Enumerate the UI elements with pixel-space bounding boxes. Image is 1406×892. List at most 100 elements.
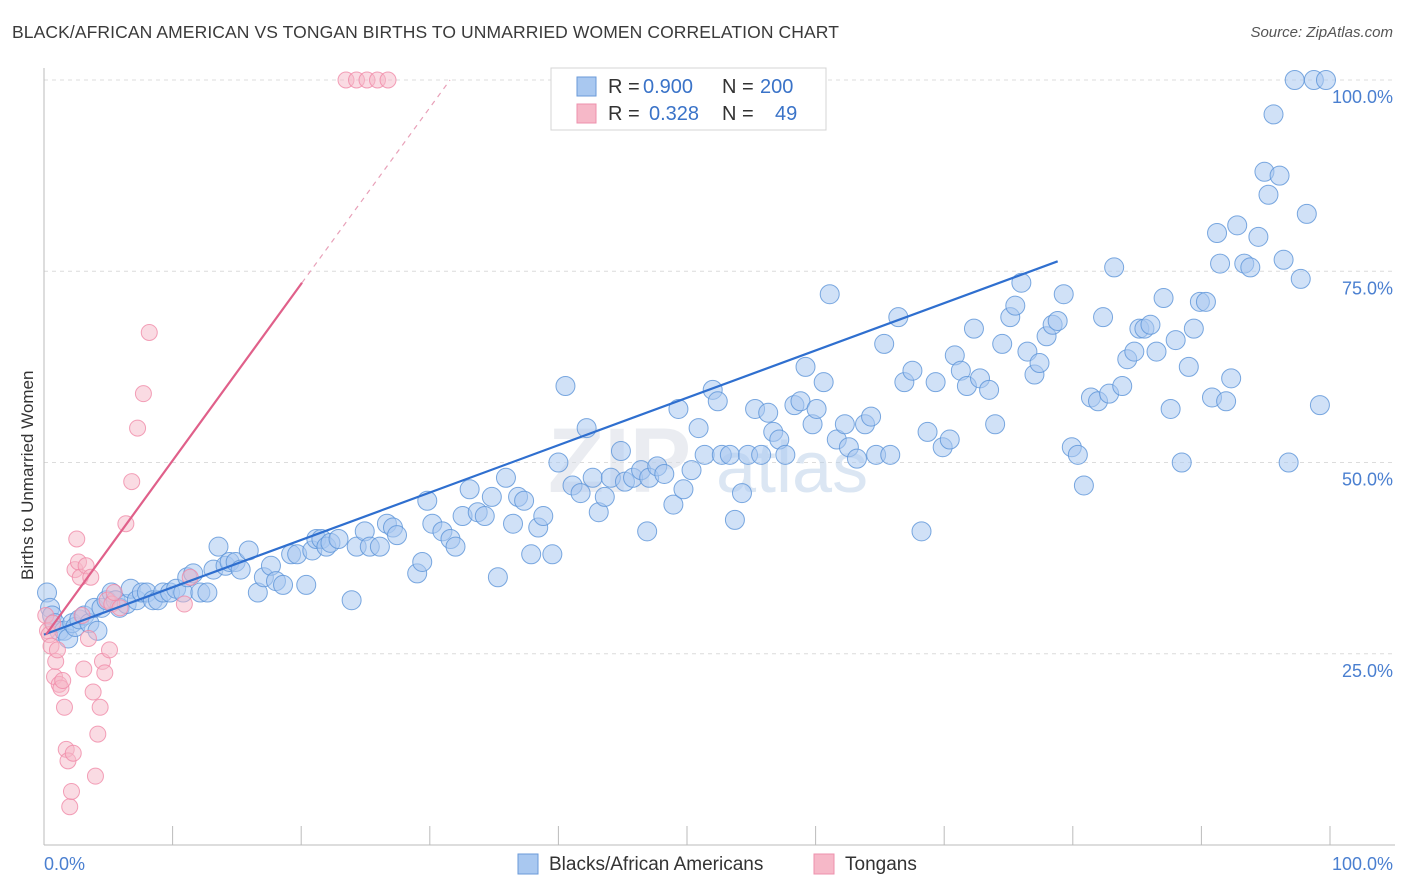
point-blacks (1146, 341, 1167, 362)
point-tongans (68, 530, 86, 548)
point-blacks (1216, 391, 1237, 412)
point-blacks (1053, 284, 1074, 305)
y-tick-label: 75.0% (1342, 278, 1393, 298)
legend-n-value: 49 (775, 103, 797, 125)
point-blacks (445, 536, 466, 557)
point-blacks (542, 544, 563, 565)
point-blacks (681, 460, 702, 481)
point-blacks (1210, 253, 1231, 274)
point-blacks (673, 479, 694, 500)
point-blacks (208, 536, 229, 557)
trendline-blacks (43, 260, 1059, 636)
point-tongans (134, 385, 152, 403)
point-tongans (140, 323, 158, 341)
x-tick-labels: 0.0% 100.0% (44, 854, 1393, 874)
point-blacks (758, 402, 779, 423)
point-blacks (917, 421, 938, 442)
point-blacks (1160, 398, 1181, 419)
point-blacks (1005, 295, 1026, 316)
x-tick-label: 100.0% (1332, 854, 1393, 874)
point-blacks (992, 333, 1013, 354)
point-tongans (96, 664, 114, 682)
point-tongans (54, 672, 72, 690)
legend-label-tongans: Tongans (845, 854, 917, 875)
point-tongans (64, 744, 82, 762)
point-blacks (570, 483, 591, 504)
point-blacks (1195, 291, 1216, 312)
point-blacks (1315, 70, 1336, 90)
y-tick-label: 25.0% (1342, 661, 1393, 681)
point-blacks (819, 284, 840, 305)
legend-n-label: N = (722, 76, 754, 98)
point-blacks (834, 414, 855, 435)
point-blacks (1029, 353, 1050, 374)
point-blacks (985, 414, 1006, 435)
point-blacks (1171, 452, 1192, 473)
point-blacks (273, 574, 294, 595)
point-tongans (129, 419, 147, 437)
point-blacks (594, 486, 615, 507)
legend-swatch-pink (813, 853, 835, 875)
point-tongans (75, 660, 93, 678)
legend-swatch-blue (517, 853, 539, 875)
point-tongans (82, 568, 100, 586)
point-blacks (775, 444, 796, 465)
point-blacks (412, 551, 433, 572)
point-blacks (707, 391, 728, 412)
point-blacks (1073, 475, 1094, 496)
point-blacks (795, 356, 816, 377)
point-blacks (654, 463, 675, 484)
point-blacks (1011, 272, 1032, 293)
point-tongans (111, 599, 129, 617)
point-blacks (474, 506, 495, 527)
legend-n-value: 200 (760, 76, 793, 98)
point-tongans (91, 698, 109, 716)
point-blacks (902, 360, 923, 381)
point-blacks (939, 429, 960, 450)
point-blacks (582, 467, 603, 488)
point-blacks (459, 479, 480, 500)
point-blacks (911, 521, 932, 542)
x-tick-label: 0.0% (44, 854, 85, 874)
legend-box (550, 67, 827, 131)
point-blacks (813, 372, 834, 393)
point-tongans (79, 629, 97, 647)
point-blacks (790, 391, 811, 412)
point-blacks (806, 398, 827, 419)
point-blacks (481, 486, 502, 507)
point-tongans (175, 595, 193, 613)
point-blacks (1067, 444, 1088, 465)
point-blacks (663, 494, 684, 515)
point-blacks (1183, 318, 1204, 339)
series-blacks-points (37, 70, 1336, 649)
point-blacks (197, 582, 218, 603)
point-tongans (62, 782, 80, 800)
point-blacks (1124, 341, 1145, 362)
point-tongans (105, 584, 123, 602)
point-blacks (688, 418, 709, 439)
point-blacks (1104, 257, 1125, 278)
point-blacks (1207, 223, 1228, 243)
point-blacks (1296, 203, 1317, 224)
point-blacks (503, 513, 524, 534)
point-blacks (880, 444, 901, 465)
point-blacks (1047, 310, 1068, 331)
point-blacks (1221, 368, 1242, 389)
point-tongans (123, 473, 141, 491)
point-blacks (731, 483, 752, 504)
point-blacks (874, 333, 895, 354)
point-blacks (1165, 330, 1186, 351)
point-blacks (533, 506, 554, 527)
point-tongans (48, 641, 66, 659)
point-blacks (387, 525, 408, 546)
point-blacks (1140, 314, 1161, 335)
point-blacks (328, 529, 349, 549)
point-blacks (724, 509, 745, 530)
point-blacks (1112, 376, 1133, 396)
legend-swatch-pink (576, 103, 597, 124)
chart-title: BLACK/AFRICAN AMERICAN VS TONGAN BIRTHS … (12, 22, 839, 42)
y-tick-labels: 25.0% 50.0% 75.0% 100.0% (1332, 87, 1393, 681)
axes (43, 68, 1395, 846)
point-blacks (1240, 257, 1261, 278)
